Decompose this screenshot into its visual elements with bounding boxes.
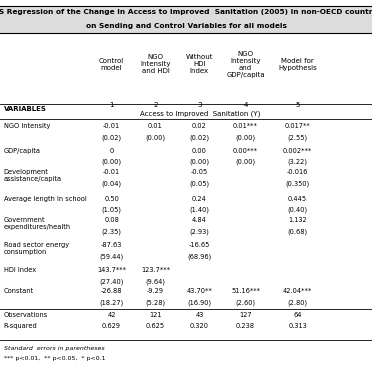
Text: 5: 5 <box>295 102 300 108</box>
Text: -16.65: -16.65 <box>189 242 210 248</box>
Text: (0.00): (0.00) <box>235 134 256 141</box>
Text: 0.002***: 0.002*** <box>283 148 312 154</box>
Text: 0.625: 0.625 <box>146 323 165 329</box>
Text: 0.445: 0.445 <box>288 196 307 202</box>
Text: (2.93): (2.93) <box>189 228 209 235</box>
Text: 3: 3 <box>197 102 202 108</box>
Text: 0.00***: 0.00*** <box>233 148 258 154</box>
Text: 0.01: 0.01 <box>148 123 163 129</box>
Text: GDP/capita: GDP/capita <box>4 148 41 154</box>
Text: Constant: Constant <box>4 288 34 295</box>
Text: 4.84: 4.84 <box>192 217 207 223</box>
Text: Average length in school: Average length in school <box>4 196 86 202</box>
Text: 51.16***: 51.16*** <box>231 288 260 295</box>
Text: (2.80): (2.80) <box>288 299 308 306</box>
Text: Road sector energy
consumption: Road sector energy consumption <box>4 242 69 255</box>
Text: (18.27): (18.27) <box>99 299 124 306</box>
Text: 0.017**: 0.017** <box>285 123 311 129</box>
Text: Model for
Hypothesis: Model for Hypothesis <box>278 58 317 71</box>
Text: -0.01: -0.01 <box>103 169 120 175</box>
Text: 0.50: 0.50 <box>104 196 119 202</box>
Text: 0.238: 0.238 <box>236 323 255 329</box>
Text: 2: 2 <box>153 102 158 108</box>
Text: NGO
Intensity
and HDI: NGO Intensity and HDI <box>140 54 171 74</box>
Text: (0.68): (0.68) <box>288 228 308 235</box>
Text: Access to Improved  Sanitation (Y): Access to Improved Sanitation (Y) <box>140 111 261 117</box>
Text: 0.08: 0.08 <box>104 217 119 223</box>
Text: -0.016: -0.016 <box>287 169 308 175</box>
Bar <box>0 6 372 33</box>
Text: (0.00): (0.00) <box>189 159 209 166</box>
Text: (3.22): (3.22) <box>288 159 308 166</box>
Text: 0: 0 <box>109 148 114 154</box>
Text: 0.313: 0.313 <box>288 323 307 329</box>
Text: VARIABLES: VARIABLES <box>4 106 46 113</box>
Text: 0.320: 0.320 <box>190 323 209 329</box>
Text: 0.02: 0.02 <box>192 123 207 129</box>
Text: R-squared: R-squared <box>4 323 38 329</box>
Text: Without
HDI
Index: Without HDI Index <box>186 54 213 74</box>
Text: 121: 121 <box>149 312 162 318</box>
Text: *** p<0.01,  ** p<0.05,  * p<0.1: *** p<0.01, ** p<0.05, * p<0.1 <box>4 356 105 361</box>
Text: (2.35): (2.35) <box>102 228 122 235</box>
Text: 0.01***: 0.01*** <box>233 123 258 129</box>
Text: (59.44): (59.44) <box>99 253 124 260</box>
Text: 4: 4 <box>243 102 248 108</box>
Text: (2.55): (2.55) <box>288 134 308 141</box>
Text: (0.00): (0.00) <box>102 159 122 166</box>
Text: (0.350): (0.350) <box>285 180 310 187</box>
Text: NGO
Intensity
and
GDP/capita: NGO Intensity and GDP/capita <box>226 51 265 78</box>
Text: 42.04***: 42.04*** <box>283 288 312 295</box>
Text: (68.96): (68.96) <box>187 253 212 260</box>
Text: (1.40): (1.40) <box>189 207 209 214</box>
Text: Standard  errors in parentheses: Standard errors in parentheses <box>4 346 104 351</box>
Text: on Sending and Control Variables for all models: on Sending and Control Variables for all… <box>86 23 286 29</box>
Text: 0.629: 0.629 <box>102 323 121 329</box>
Text: HDI Index: HDI Index <box>4 267 36 273</box>
Text: (0.00): (0.00) <box>145 134 166 141</box>
Text: (0.02): (0.02) <box>102 134 122 141</box>
Text: (16.90): (16.90) <box>187 299 211 306</box>
Text: 0.24: 0.24 <box>192 196 207 202</box>
Text: 123.7***: 123.7*** <box>141 267 170 273</box>
Text: (0.05): (0.05) <box>189 180 209 187</box>
Text: (0.00): (0.00) <box>235 159 256 166</box>
Text: Government
expenditures/health: Government expenditures/health <box>4 217 71 230</box>
Text: (0.40): (0.40) <box>288 207 308 214</box>
Text: Development
assistance/capita: Development assistance/capita <box>4 169 62 182</box>
Text: (1.05): (1.05) <box>102 207 122 214</box>
Text: 42: 42 <box>108 312 116 318</box>
Text: -0.05: -0.05 <box>191 169 208 175</box>
Text: -9.29: -9.29 <box>147 288 164 295</box>
Text: (5.28): (5.28) <box>145 299 166 306</box>
Text: Observations: Observations <box>4 312 48 318</box>
Text: -26.88: -26.88 <box>101 288 122 295</box>
Text: 1: 1 <box>109 102 114 108</box>
Text: (2.60): (2.60) <box>235 299 256 306</box>
Text: Control
model: Control model <box>99 58 124 71</box>
Text: 64: 64 <box>294 312 302 318</box>
Text: NGO Intensity: NGO Intensity <box>4 123 50 129</box>
Text: 43: 43 <box>195 312 203 318</box>
Text: (9.64): (9.64) <box>145 278 166 285</box>
Text: 127: 127 <box>239 312 252 318</box>
Text: 43.70**: 43.70** <box>186 288 212 295</box>
Text: 1.132: 1.132 <box>288 217 307 223</box>
Text: -0.01: -0.01 <box>103 123 120 129</box>
Text: -87.63: -87.63 <box>101 242 122 248</box>
Text: (0.04): (0.04) <box>102 180 122 187</box>
Text: OLS Regression of the Change in Access to Improved  Sanitation (2005) in non-OEC: OLS Regression of the Change in Access t… <box>0 9 372 15</box>
Text: (0.02): (0.02) <box>189 134 209 141</box>
Text: 143.7***: 143.7*** <box>97 267 126 273</box>
Text: (27.40): (27.40) <box>99 278 124 285</box>
Text: 0.00: 0.00 <box>192 148 207 154</box>
